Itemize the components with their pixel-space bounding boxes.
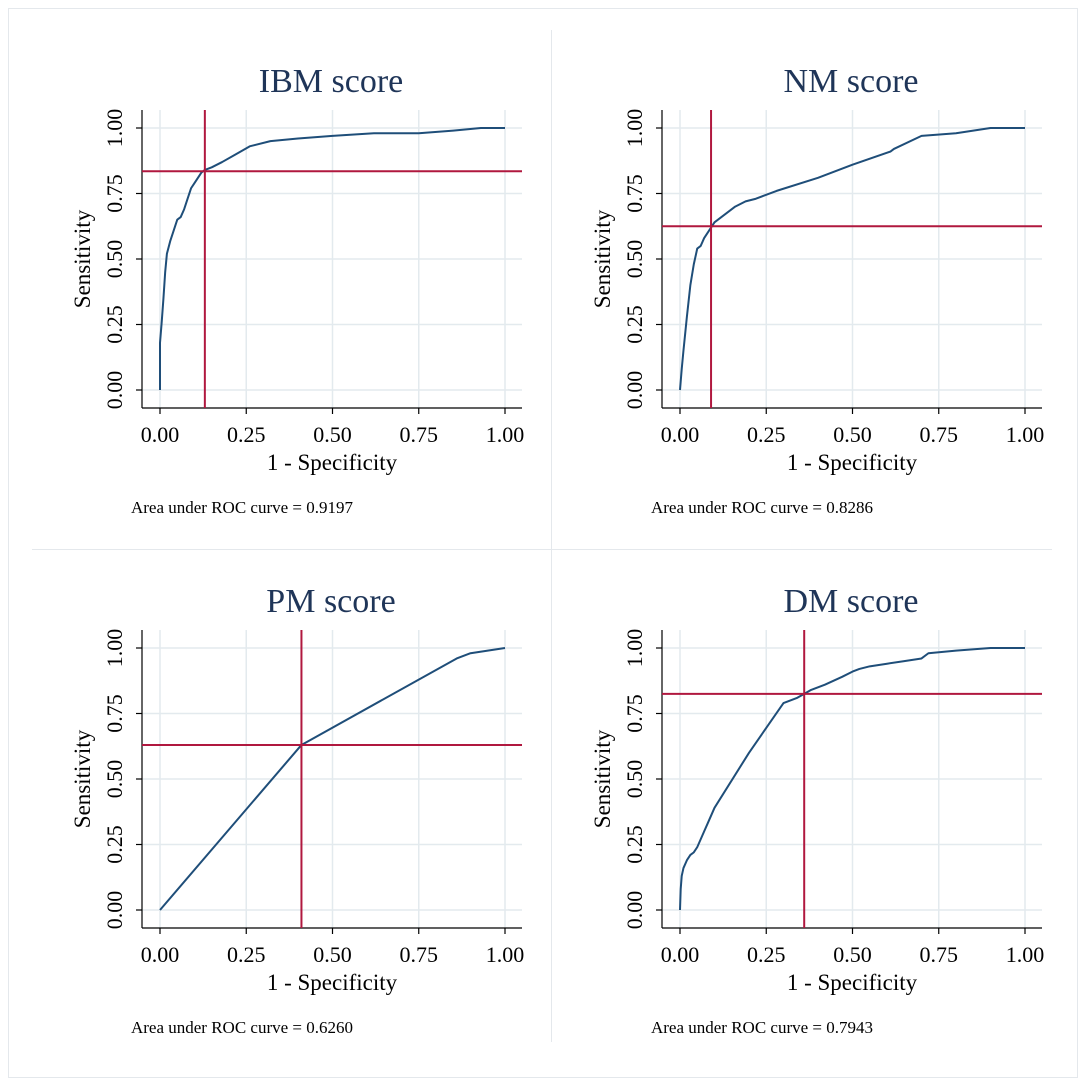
x-tick-label: 1.00 (1006, 942, 1045, 967)
x-axis-label: 1 - Specificity (267, 970, 398, 995)
y-tick-label: 0.00 (622, 891, 647, 930)
chart-title: IBM score (259, 63, 403, 100)
y-tick-label: 0.00 (102, 891, 127, 930)
roc-panel-3: DM score 0.00 0.25 0.50 0.75 1.00 0.00 0.25 0.50… (552, 550, 1072, 1070)
x-tick-label: 0.50 (833, 942, 872, 967)
x-tick-label: 0.75 (400, 942, 439, 967)
x-tick-label: 1.00 (486, 942, 525, 967)
roc-curve-line (679, 647, 1025, 911)
x-tick-label: 0.75 (400, 422, 439, 447)
chart-title: NM score (783, 63, 918, 100)
x-tick-label: 0.25 (747, 422, 786, 447)
y-tick-label: 0.50 (622, 760, 647, 799)
x-tick-label: 0.00 (661, 942, 700, 967)
y-tick-label: 1.00 (622, 629, 647, 668)
chart-title: PM score (266, 583, 395, 620)
auc-note: Area under ROC curve = 0.9197 (131, 498, 354, 517)
roc-chart-svg: NM score 0.00 0.25 0.50 0.75 1.00 0.00 0.25 0.50… (590, 63, 1045, 517)
y-axis-label: Sensitivity (590, 209, 615, 308)
y-tick-label: 0.75 (102, 694, 127, 733)
roc-panel-1: NM score 0.00 0.25 0.50 0.75 1.00 0.00 0.25 0.50… (552, 30, 1072, 550)
y-tick-label: 0.75 (102, 174, 127, 213)
y-tick-label: 0.25 (622, 305, 647, 344)
y-axis-label: Sensitivity (590, 729, 615, 828)
y-tick-label: 0.25 (102, 305, 127, 344)
auc-note: Area under ROC curve = 0.8286 (651, 498, 873, 517)
y-tick-label: 0.50 (102, 240, 127, 279)
roc-panel-2: PM score 0.00 0.25 0.50 0.75 1.00 0.00 0.25 0.50… (32, 550, 552, 1070)
x-tick-label: 0.75 (920, 942, 959, 967)
y-tick-label: 1.00 (102, 109, 127, 148)
roc-chart-svg: PM score 0.00 0.25 0.50 0.75 1.00 0.00 0.25 0.50… (70, 583, 525, 1037)
x-tick-label: 0.25 (227, 422, 266, 447)
panel-divider-vertical (551, 30, 552, 1042)
x-axis-label: 1 - Specificity (787, 970, 918, 995)
y-tick-label: 0.25 (622, 825, 647, 864)
x-tick-label: 0.00 (661, 422, 700, 447)
y-tick-label: 0.75 (622, 174, 647, 213)
x-tick-label: 1.00 (486, 422, 525, 447)
y-tick-label: 1.00 (622, 109, 647, 148)
roc-curve-line (159, 127, 505, 390)
figure-frame (8, 8, 1078, 1078)
x-tick-label: 1.00 (1006, 422, 1045, 447)
y-tick-label: 0.50 (622, 240, 647, 279)
y-axis-label: Sensitivity (70, 729, 95, 828)
roc-panel-0: IBM score 0.00 0.25 0.50 0.75 1.00 0.00 0.25 0.5… (32, 30, 552, 550)
x-axis-label: 1 - Specificity (787, 450, 918, 475)
x-tick-label: 0.50 (313, 942, 352, 967)
x-tick-label: 0.75 (920, 422, 959, 447)
auc-note: Area under ROC curve = 0.6260 (131, 1018, 353, 1037)
chart-title: DM score (783, 583, 918, 620)
roc-curve-line (679, 127, 1025, 391)
x-tick-label: 0.00 (141, 422, 180, 447)
x-tick-label: 0.50 (833, 422, 872, 447)
roc-chart-svg: IBM score 0.00 0.25 0.50 0.75 1.00 0.00 0.25 0.5… (70, 63, 525, 517)
y-tick-label: 0.00 (622, 371, 647, 410)
x-tick-label: 0.25 (227, 942, 266, 967)
auc-note: Area under ROC curve = 0.7943 (651, 1018, 873, 1037)
roc-panel-grid: IBM score 0.00 0.25 0.50 0.75 1.00 0.00 0.25 0.5… (32, 30, 1072, 1070)
y-tick-label: 0.50 (102, 760, 127, 799)
roc-chart-svg: DM score 0.00 0.25 0.50 0.75 1.00 0.00 0.25 0.50… (590, 583, 1045, 1037)
y-tick-label: 0.75 (622, 694, 647, 733)
x-tick-label: 0.50 (313, 422, 352, 447)
y-tick-label: 0.00 (102, 371, 127, 410)
panel-divider-horizontal (32, 549, 1052, 550)
x-tick-label: 0.25 (747, 942, 786, 967)
x-axis-label: 1 - Specificity (267, 450, 398, 475)
x-tick-label: 0.00 (141, 942, 180, 967)
y-tick-label: 1.00 (102, 629, 127, 668)
roc-curve-line (159, 647, 506, 911)
y-axis-label: Sensitivity (70, 209, 95, 308)
y-tick-label: 0.25 (102, 825, 127, 864)
